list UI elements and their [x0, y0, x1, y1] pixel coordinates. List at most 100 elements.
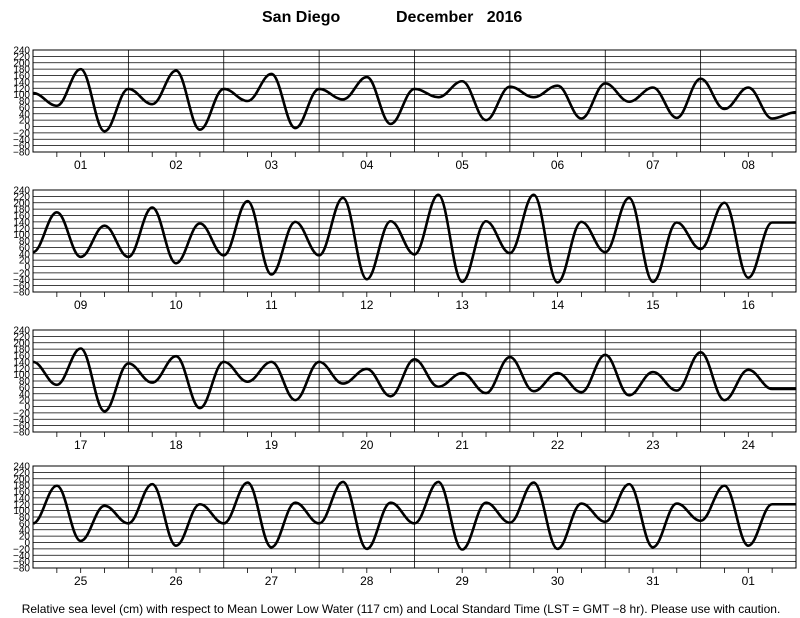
y-tick-label: −40: [13, 551, 30, 562]
y-tick-label: −80: [13, 428, 30, 439]
y-tick-label: −20: [13, 268, 30, 279]
tide-curve: [32, 480, 796, 551]
y-tick-label: 20: [19, 116, 31, 127]
y-tick-label: 240: [13, 326, 30, 337]
y-tick-label: −20: [13, 128, 30, 139]
y-tick-label: −80: [13, 288, 30, 299]
day-label: 01: [74, 158, 88, 172]
day-label: 19: [265, 438, 279, 452]
y-tick-label: −20: [13, 544, 30, 555]
day-label: 25: [74, 574, 88, 588]
y-tick-label: 200: [13, 474, 30, 485]
y-tick-label: 80: [19, 237, 31, 248]
day-label: 09: [74, 298, 88, 312]
day-label: 23: [646, 438, 660, 452]
y-tick-label: −60: [13, 421, 30, 432]
day-label: 21: [456, 438, 470, 452]
y-tick-label: 220: [13, 332, 30, 343]
y-tick-label: 100: [13, 370, 30, 381]
y-tick-label: −40: [13, 135, 30, 146]
day-label: 07: [646, 158, 660, 172]
y-tick-label: 60: [19, 383, 31, 394]
y-tick-label: 100: [13, 230, 30, 241]
y-tick-label: 120: [13, 84, 30, 95]
y-tick-label: 60: [19, 243, 31, 254]
y-tick-label: −60: [13, 557, 30, 568]
day-label: 30: [551, 574, 565, 588]
tide-curve: [32, 347, 796, 413]
y-tick-label: 240: [13, 46, 30, 57]
day-label: 13: [456, 298, 470, 312]
y-tick-label: −80: [13, 148, 30, 159]
y-tick-label: 140: [13, 217, 30, 228]
day-label: 28: [360, 574, 374, 588]
y-tick-label: 20: [19, 396, 31, 407]
y-tick-label: 180: [13, 345, 30, 356]
y-tick-label: 40: [19, 249, 31, 260]
tide-curve: [32, 67, 797, 133]
y-tick-label: 80: [19, 513, 31, 524]
y-tick-label: 20: [19, 256, 31, 267]
day-label: 16: [742, 298, 756, 312]
y-tick-label: 160: [13, 211, 30, 222]
day-label: 31: [646, 574, 660, 588]
day-label: 15: [646, 298, 660, 312]
panel-2: 240220200180160140120100806040200−20−40−…: [13, 186, 797, 312]
y-tick-label: −40: [13, 415, 30, 426]
day-label: 01: [742, 574, 756, 588]
y-tick-label: 180: [13, 481, 30, 492]
day-label: 26: [169, 574, 183, 588]
y-tick-label: 160: [13, 487, 30, 498]
panels: 240220200180160140120100806040200−20−40−…: [13, 46, 797, 588]
y-tick-label: −20: [13, 408, 30, 419]
y-tick-label: 60: [19, 103, 31, 114]
y-tick-label: 0: [24, 122, 30, 133]
y-tick-label: 40: [19, 389, 31, 400]
y-tick-label: 180: [13, 65, 30, 76]
y-tick-label: 100: [13, 506, 30, 517]
panel-1: 240220200180160140120100806040200−20−40−…: [13, 46, 797, 172]
y-tick-label: −80: [13, 564, 30, 575]
y-tick-label: 200: [13, 338, 30, 349]
day-label: 20: [360, 438, 374, 452]
day-label: 12: [360, 298, 374, 312]
y-tick-label: 120: [13, 224, 30, 235]
y-tick-label: 100: [13, 90, 30, 101]
day-label: 17: [74, 438, 88, 452]
day-label: 02: [169, 158, 183, 172]
chart-title-month-year: December 2016: [396, 9, 522, 26]
y-tick-label: 140: [13, 77, 30, 88]
panel-frame: [32, 189, 797, 293]
day-label: 05: [456, 158, 470, 172]
day-label: 27: [265, 574, 279, 588]
y-tick-label: 60: [19, 519, 31, 530]
y-tick-label: 0: [24, 538, 30, 549]
day-label: 18: [169, 438, 183, 452]
day-label: 24: [742, 438, 756, 452]
day-label: 10: [169, 298, 183, 312]
panel-3: 240220200180160140120100806040200−20−40−…: [13, 326, 797, 452]
day-label: 22: [551, 438, 565, 452]
tide-curve: [32, 193, 796, 284]
day-label: 04: [360, 158, 374, 172]
day-label: 29: [456, 574, 470, 588]
y-tick-label: 160: [13, 351, 30, 362]
y-tick-label: 220: [13, 52, 30, 63]
day-label: 11: [265, 298, 278, 312]
y-tick-label: 240: [13, 186, 30, 197]
panel-frame: [32, 49, 797, 153]
y-tick-label: 120: [13, 364, 30, 375]
y-tick-label: 240: [13, 462, 30, 473]
day-label: 06: [551, 158, 565, 172]
y-tick-label: 0: [24, 402, 30, 413]
y-tick-label: −60: [13, 141, 30, 152]
y-tick-label: 180: [13, 205, 30, 216]
y-tick-label: 20: [19, 532, 31, 543]
y-tick-label: 220: [13, 192, 30, 203]
y-tick-label: 200: [13, 198, 30, 209]
panel-frame: [32, 329, 797, 433]
day-label: 03: [265, 158, 279, 172]
y-tick-label: 40: [19, 109, 31, 120]
y-tick-label: −40: [13, 275, 30, 286]
